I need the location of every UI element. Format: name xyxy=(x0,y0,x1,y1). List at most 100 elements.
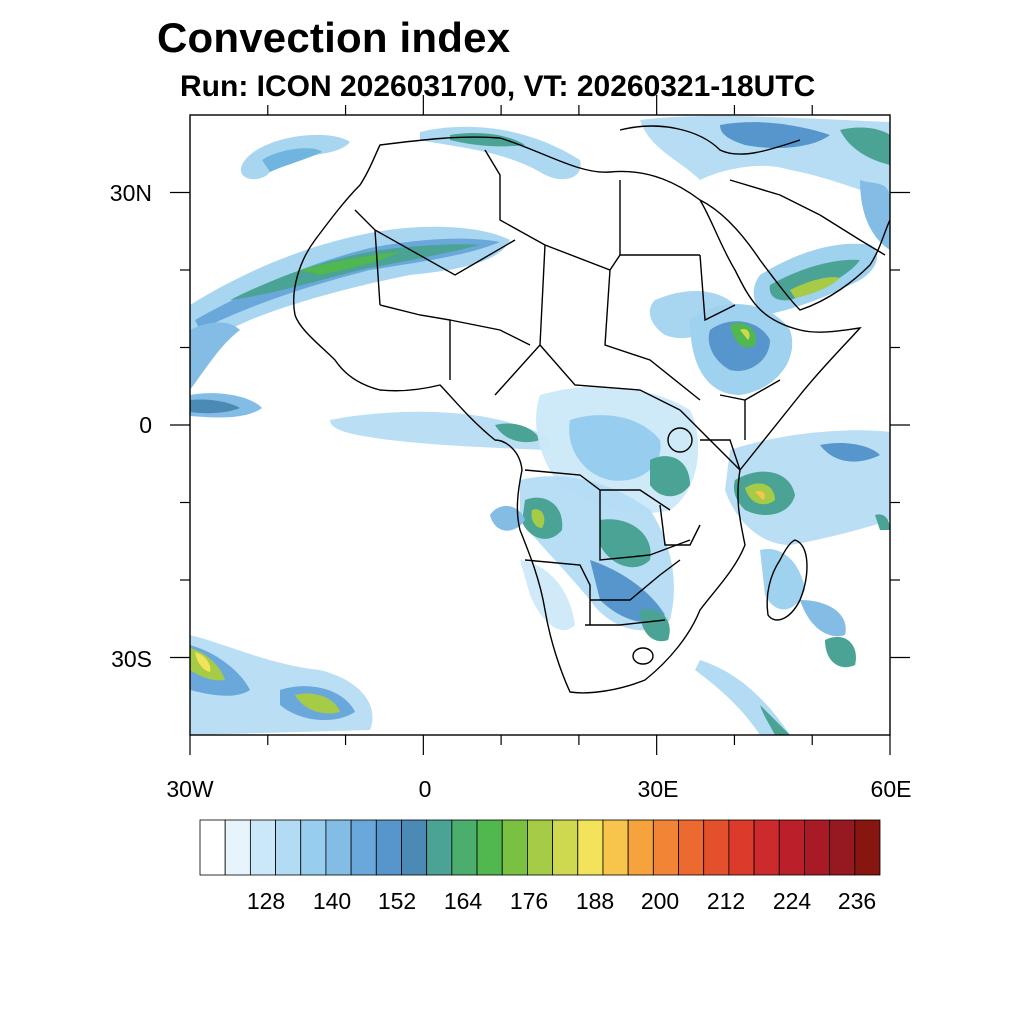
lat-label-30n: 30N xyxy=(109,180,152,206)
colorbar-swatch xyxy=(224,819,251,876)
country-border xyxy=(819,214,886,256)
convection-area xyxy=(300,252,400,275)
convection-area xyxy=(590,560,665,623)
convection-area xyxy=(650,456,690,497)
lon-label-60e: 60E xyxy=(870,776,912,802)
lat-label-0: 0 xyxy=(139,412,152,438)
country-border xyxy=(379,304,451,380)
country-border xyxy=(604,269,701,401)
country-border xyxy=(599,490,691,561)
country-border xyxy=(585,619,666,626)
lon-label-0: 0 xyxy=(418,776,432,802)
colorbar-label: 212 xyxy=(706,888,746,914)
country-border xyxy=(494,244,546,396)
colorbar-swatch xyxy=(275,819,302,876)
country-border xyxy=(659,504,701,546)
convection-area xyxy=(420,126,581,180)
colorbar-swatch xyxy=(325,819,352,876)
country-border xyxy=(590,559,681,601)
colorbar-label: 164 xyxy=(443,888,483,914)
convection-area xyxy=(760,705,790,735)
colorbar-swatch xyxy=(300,819,327,876)
country-border xyxy=(539,344,681,411)
convection-area xyxy=(790,277,840,298)
convection-area xyxy=(740,329,750,340)
convection-area xyxy=(230,244,480,300)
colorbar-swatch xyxy=(778,819,805,876)
colorbar-swatch xyxy=(552,819,579,876)
colorbar-swatch xyxy=(401,819,428,876)
colorbar-swatch xyxy=(728,819,755,876)
colorbar-swatch xyxy=(476,819,503,876)
convection-area xyxy=(640,609,670,642)
country-border xyxy=(544,244,700,271)
colorbar-swatch xyxy=(527,819,553,876)
mediterranean-north-coast xyxy=(619,125,801,155)
colorbar-swatch xyxy=(854,819,881,876)
colorbar-swatch xyxy=(451,819,478,876)
colorbar-swatch xyxy=(602,819,629,876)
colorbar-label: 236 xyxy=(837,888,877,914)
madagascar-coastline xyxy=(766,539,808,621)
convection-area xyxy=(730,322,756,348)
colorbar-label: 188 xyxy=(575,888,615,914)
colorbar-label: 176 xyxy=(509,888,549,914)
convection-area xyxy=(531,509,545,528)
colorbar-swatch xyxy=(577,819,604,876)
convection-area xyxy=(840,127,890,165)
country-border xyxy=(374,229,516,276)
country-border xyxy=(729,179,821,216)
convection-field xyxy=(190,116,890,735)
lon-label-30w: 30W xyxy=(166,776,214,802)
colorbar-swatch xyxy=(829,819,856,876)
convection-area xyxy=(800,600,846,637)
lake-victoria xyxy=(667,427,693,453)
convection-area xyxy=(190,399,240,414)
colorbar-swatch xyxy=(426,819,453,876)
colorbar-swatch xyxy=(375,819,402,876)
convection-area xyxy=(755,490,765,500)
convection-area xyxy=(875,514,890,530)
convection-area xyxy=(820,443,880,462)
convection-area xyxy=(569,415,661,481)
colorbar-swatch xyxy=(804,819,831,876)
convection-area xyxy=(825,636,856,668)
colorbar-swatch xyxy=(199,819,226,876)
convection-area xyxy=(490,505,525,531)
chart-title: Convection index xyxy=(157,14,511,61)
lesotho-border xyxy=(632,647,654,665)
convection-area xyxy=(860,180,890,250)
country-border xyxy=(699,254,736,322)
convection-area xyxy=(720,122,830,148)
colorbar-swatch xyxy=(678,819,705,876)
convection-area xyxy=(450,133,525,147)
lat-label-30s: 30S xyxy=(111,646,152,672)
colorbar-label: 224 xyxy=(772,888,812,914)
convection-area xyxy=(495,423,540,443)
colorbar-label: 128 xyxy=(246,888,286,914)
convection-area xyxy=(600,519,651,568)
colorbar-swatch xyxy=(652,819,679,876)
colorbar-swatch xyxy=(753,819,780,876)
coastlines xyxy=(293,125,890,694)
convection-area xyxy=(190,322,240,390)
colorbar-label: 140 xyxy=(312,888,352,914)
convection-area xyxy=(295,693,340,714)
colorbar-label: 200 xyxy=(640,888,680,914)
chart-subtitle: Run: ICON 2026031700, VT: 20260321-18UTC xyxy=(180,70,816,103)
lon-label-30e: 30E xyxy=(637,776,679,802)
convection-area xyxy=(760,549,805,610)
colorbar xyxy=(199,819,881,876)
colorbar-swatch xyxy=(501,819,528,876)
africa-coastline xyxy=(293,136,862,694)
country-border xyxy=(484,149,546,246)
colorbar-label: 152 xyxy=(377,888,417,914)
axis-ticks xyxy=(170,95,910,755)
convection-area xyxy=(262,148,322,172)
country-border xyxy=(524,559,591,625)
country-border xyxy=(449,319,531,346)
colorbar-swatch xyxy=(627,819,654,876)
colorbar-swatch xyxy=(249,819,276,876)
convection-area xyxy=(195,652,211,672)
